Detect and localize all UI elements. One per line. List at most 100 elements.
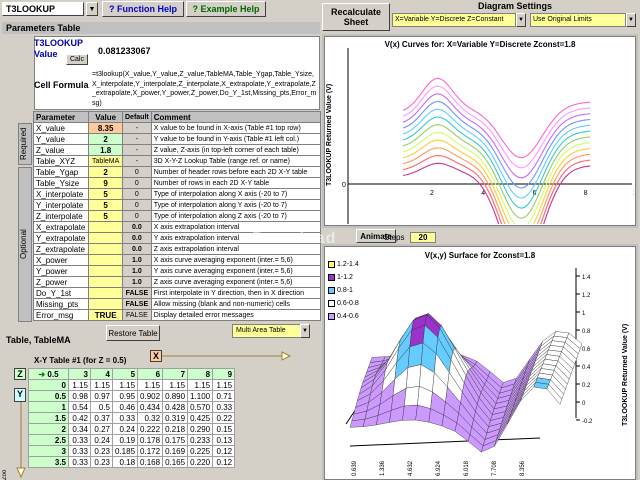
table-cell[interactable]: 0.37	[90, 412, 113, 424]
param-value-input[interactable]: 2	[88, 166, 123, 178]
param-value-input[interactable]	[88, 287, 123, 299]
table-cell[interactable]: 0.172	[137, 445, 164, 457]
param-value-input[interactable]	[88, 243, 123, 255]
param-name: Table_Ysize	[32, 177, 90, 189]
table-cell[interactable]: 0.220	[187, 456, 214, 468]
table-cell[interactable]: 0.71	[212, 390, 236, 402]
function-help-button[interactable]: ? Function Help	[102, 1, 184, 17]
function-select[interactable]: T3LOOKUP	[2, 2, 84, 16]
table-cell[interactable]: 1.15	[111, 379, 139, 391]
table-cell[interactable]: 0.185	[111, 445, 139, 457]
restore-table-button[interactable]: Restore Table	[106, 325, 160, 341]
param-value-input[interactable]: 5	[88, 199, 123, 211]
table-cell[interactable]: 0.290	[187, 423, 214, 435]
steps-input[interactable]: 20	[410, 232, 436, 243]
param-value-input[interactable]: TRUE	[88, 309, 123, 321]
table-cell[interactable]: 1.100	[187, 390, 214, 402]
table-cell[interactable]: 0.33	[68, 456, 91, 468]
param-value-input[interactable]: 2	[88, 133, 123, 145]
param-value-input[interactable]: 8.35	[88, 122, 123, 134]
table-cell[interactable]: 0.24	[111, 423, 139, 435]
param-value-input[interactable]: 5	[88, 210, 123, 222]
table-cell[interactable]: 0.12	[212, 456, 236, 468]
param-value-input[interactable]: 5	[88, 188, 123, 200]
param-value-input[interactable]	[88, 265, 123, 277]
table-cell[interactable]: 0.175	[162, 434, 189, 446]
table-cell[interactable]: 0.434	[137, 401, 164, 413]
table-cell[interactable]: 0.178	[137, 434, 164, 446]
animate-button[interactable]: Animate	[356, 229, 396, 243]
table-cell[interactable]: 0.225	[187, 445, 214, 457]
table-cell[interactable]: 0.33	[111, 412, 139, 424]
param-value-input[interactable]	[88, 221, 123, 233]
table-cell[interactable]: 1.15	[187, 379, 214, 391]
recalculate-button[interactable]: Recalculate Sheet	[322, 3, 390, 31]
table-cell[interactable]: 0.42	[68, 412, 91, 424]
table-cell[interactable]: 0.902	[137, 390, 164, 402]
chevron-down-icon[interactable]: ▼	[86, 2, 98, 16]
chevron-down-icon[interactable]: ▼	[626, 13, 636, 27]
table-cell[interactable]: 0.319	[162, 412, 189, 424]
table-cell[interactable]: 0.95	[111, 390, 139, 402]
param-value-input[interactable]: 9	[88, 177, 123, 189]
table-cell[interactable]: 1.15	[68, 379, 91, 391]
calc-button[interactable]: Calc	[66, 54, 88, 65]
multi-area-select[interactable]: Multi Area Table	[232, 324, 302, 338]
param-value-input[interactable]: TableMA	[88, 155, 123, 167]
table-cell[interactable]: 0.19	[111, 434, 139, 446]
table-cell[interactable]: 0.54	[68, 401, 91, 413]
limits-select[interactable]: Use Original Limits	[530, 13, 626, 27]
table-cell[interactable]: 0.97	[90, 390, 113, 402]
table-cell[interactable]: 1.15	[162, 379, 189, 391]
table-cell[interactable]: 0.46	[111, 401, 139, 413]
surface-cell	[404, 386, 420, 407]
table-cell[interactable]: 0.27	[90, 423, 113, 435]
param-row: X_interpolate 5 0 Type of interpolation alo…	[32, 188, 322, 200]
table-cell[interactable]: 0.33	[212, 401, 236, 413]
table-cell[interactable]: 0.890	[162, 390, 189, 402]
param-value-input[interactable]: 1.8	[88, 144, 123, 156]
table-cell[interactable]: 0.428	[162, 401, 189, 413]
param-value-input[interactable]	[88, 254, 123, 266]
table-cell[interactable]: 0.165	[162, 456, 189, 468]
example-help-button[interactable]: ? Example Help	[186, 1, 266, 17]
table-cell[interactable]: 0.23	[90, 456, 113, 468]
diagram-mode-select[interactable]: X=Variable Y=Discrete Z=Constant	[392, 13, 516, 27]
table-cell[interactable]: 0.169	[162, 445, 189, 457]
table-cell[interactable]: 1.15	[212, 379, 236, 391]
param-name: Y_interpolate	[32, 199, 90, 211]
param-name: Y_extrapolate	[32, 232, 90, 244]
cell-formula-label: Cell Formula	[34, 80, 89, 90]
table-cell[interactable]: 0.222	[137, 423, 164, 435]
table-cell[interactable]: 1.15	[137, 379, 164, 391]
table-cell[interactable]: 0.233	[187, 434, 214, 446]
table-cell[interactable]: 0.33	[68, 445, 91, 457]
table-cell[interactable]: 0.5	[90, 401, 113, 413]
vx-chart: V(x) Curves for: X=Variable Y=Discrete Z…	[324, 36, 636, 226]
param-row: X_power 1.0 X axis curve averaging exponen…	[32, 254, 322, 266]
table-cell[interactable]: 0.425	[187, 412, 214, 424]
chevron-down-icon[interactable]: ▼	[300, 324, 310, 338]
table-cell[interactable]: 0.13	[212, 434, 236, 446]
table-cell[interactable]: 0.33	[68, 434, 91, 446]
chevron-down-icon[interactable]: ▼	[516, 13, 526, 27]
table-cell[interactable]: 0.168	[137, 456, 164, 468]
table-cell[interactable]: 1.15	[90, 379, 113, 391]
table-cell[interactable]: 0.12	[212, 445, 236, 457]
table-cell[interactable]: 0.18	[111, 456, 139, 468]
table-cell[interactable]: 0.22	[212, 412, 236, 424]
table-cell[interactable]: 0.15	[212, 423, 236, 435]
param-value-input[interactable]	[88, 276, 123, 288]
param-value-input[interactable]	[88, 232, 123, 244]
table-cell[interactable]: 0.24	[90, 434, 113, 446]
param-name: Missing_pts	[32, 298, 90, 310]
table-cell[interactable]: 0.98	[68, 390, 91, 402]
table-cell[interactable]: 0.32	[137, 412, 164, 424]
table-cell[interactable]: 0.218	[162, 423, 189, 435]
table-cell[interactable]: 0.570	[187, 401, 214, 413]
param-value-input[interactable]	[88, 298, 123, 310]
table-cell[interactable]: 0.34	[68, 423, 91, 435]
required-label: Required	[18, 123, 32, 165]
table-cell[interactable]: 0.23	[90, 445, 113, 457]
param-default: 0	[122, 199, 152, 211]
